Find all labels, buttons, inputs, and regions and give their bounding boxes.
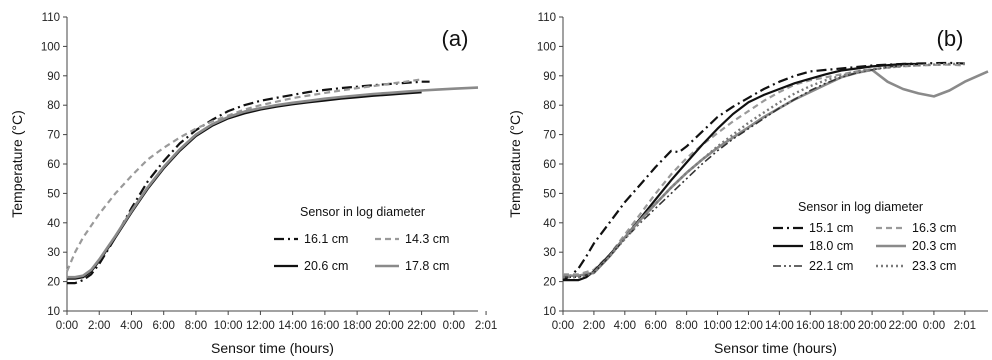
y-tick-label: 50 xyxy=(543,188,556,200)
x-tick-label: 0:00 xyxy=(56,320,78,332)
x-tick-label: 8:00 xyxy=(675,320,697,332)
x-tick-label: 4:00 xyxy=(120,320,142,332)
y-axis-label: Temperature (°C) xyxy=(9,110,25,218)
panel-label: (b) xyxy=(937,26,964,51)
y-tick-label: 90 xyxy=(543,71,556,83)
y-tick-label: 110 xyxy=(538,12,556,24)
y-tick-label: 20 xyxy=(47,277,60,289)
x-tick-label: 18:00 xyxy=(343,320,372,332)
y-tick-label: 40 xyxy=(47,218,60,230)
legend-title: Sensor in log diameter xyxy=(798,200,923,214)
x-tick-label: 22:00 xyxy=(407,320,436,332)
y-tick-label: 60 xyxy=(47,159,60,171)
x-tick-label: 2:00 xyxy=(88,320,110,332)
y-tick-label: 10 xyxy=(47,306,60,318)
series-line-16-3-cm xyxy=(563,63,965,276)
series-line-14-3-cm xyxy=(65,78,422,272)
series-line-16-1-cm xyxy=(67,80,430,285)
y-tick-label: 40 xyxy=(543,218,556,230)
y-tick-label: 70 xyxy=(543,130,556,142)
x-tick-label: 4:00 xyxy=(614,320,636,332)
x-tick-label: 6:00 xyxy=(645,320,667,332)
legend-entry: 15.1 cm xyxy=(809,221,853,235)
x-tick-label: 0:00 xyxy=(443,320,465,332)
x-axis-label: Sensor time (hours) xyxy=(211,340,334,356)
y-tick-label: 60 xyxy=(543,159,556,171)
x-tick-label: 18:00 xyxy=(827,320,856,332)
legend: Sensor in log diameter 15.1 cm 16.3 cm 18.0… xyxy=(773,200,956,273)
y-tick-label: 70 xyxy=(47,130,60,142)
legend-entry: 22.1 cm xyxy=(809,259,853,273)
x-tick-label: 8:00 xyxy=(185,320,207,332)
legend-entry: 14.3 cm xyxy=(405,232,449,246)
legend-entry: 20.3 cm xyxy=(912,239,956,253)
legend-entry: 20.6 cm xyxy=(304,259,348,273)
series-line-17-8-cm xyxy=(67,86,479,279)
x-tick-label: 14:00 xyxy=(765,320,794,332)
y-tick-label: 20 xyxy=(543,277,556,289)
panel-label: (a) xyxy=(442,26,469,51)
x-tick-label: 0:00 xyxy=(552,320,574,332)
legend-title: Sensor in log diameter xyxy=(300,205,425,219)
y-tick-label: 30 xyxy=(543,247,556,259)
x-tick-label: 12:00 xyxy=(734,320,763,332)
x-tick-label: 16:00 xyxy=(796,320,825,332)
x-tick-label: 10:00 xyxy=(214,320,243,332)
x-tick-label: 16:00 xyxy=(310,320,339,332)
y-tick-label: 90 xyxy=(47,71,60,83)
x-tick-label: 2:00 xyxy=(583,320,605,332)
legend-entry: 23.3 cm xyxy=(912,259,956,273)
y-tick-label: 80 xyxy=(543,100,556,112)
legend-entry: 17.8 cm xyxy=(405,259,449,273)
x-tick-label: 20:00 xyxy=(858,320,887,332)
x-axis-label: Sensor time (hours) xyxy=(714,340,837,356)
chart-panel-b: 10 20 30 40 50 60 70 80 90 100 110 0:00 2:00 4:00 6:00… xyxy=(507,12,989,356)
x-tick-label: 10:00 xyxy=(703,320,732,332)
x-tick-label: 12:00 xyxy=(246,320,275,332)
legend-entry: 18.0 cm xyxy=(809,239,853,253)
x-tick-label: 0:00 xyxy=(923,320,945,332)
x-tick-label: 20:00 xyxy=(375,320,404,332)
series-line-23-3-cm xyxy=(563,62,965,279)
series-line-20-6-cm xyxy=(67,91,422,280)
y-tick-label: 80 xyxy=(47,100,60,112)
y-tick-label: 50 xyxy=(47,188,60,200)
legend: Sensor in log diameter 16.1 cm 14.3 cm 20.6… xyxy=(274,205,449,273)
y-tick-label: 100 xyxy=(537,41,556,53)
chart-panel-a: 10 20 30 40 50 60 70 80 90 100 110 0:00 2:00 4:00 6:00… xyxy=(9,12,497,356)
y-axis-label: Temperature (°C) xyxy=(507,110,523,218)
x-tick-label: 14:00 xyxy=(278,320,307,332)
x-tick-label: 6:00 xyxy=(153,320,175,332)
series-line-22-1-cm xyxy=(563,64,904,279)
y-tick-label: 10 xyxy=(543,306,556,318)
legend-entry: 16.3 cm xyxy=(912,221,956,235)
x-tick-label: 22:00 xyxy=(889,320,918,332)
x-tick-label: 2:01 xyxy=(954,320,976,332)
x-tick-label: 2:01 xyxy=(475,320,497,332)
y-tick-label: 110 xyxy=(42,12,60,24)
y-tick-label: 100 xyxy=(41,41,60,53)
y-tick-label: 30 xyxy=(47,247,60,259)
legend-entry: 16.1 cm xyxy=(304,232,348,246)
